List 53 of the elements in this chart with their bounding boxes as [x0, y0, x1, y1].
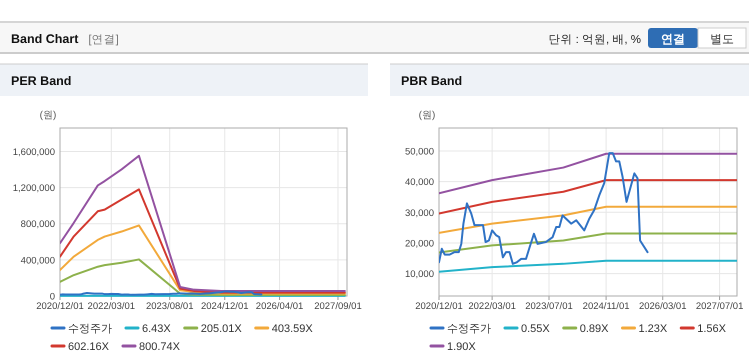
y-tick-label: 1,200,000	[12, 183, 55, 194]
line-series	[439, 152, 737, 194]
x-tick-label: 2024/12/01	[200, 301, 249, 312]
y-tick-label: 30,000	[404, 208, 434, 219]
line-series	[439, 232, 737, 254]
legend-label: 403.59X	[272, 323, 314, 335]
line-series	[439, 206, 737, 234]
y-tick-label: 1,600,000	[12, 146, 55, 158]
legend-label: 1.56X	[697, 323, 727, 335]
x-tick-label: 2027/09/01	[314, 301, 362, 312]
x-tick-label: 2026/03/01	[638, 301, 687, 312]
line-series	[60, 188, 346, 294]
y-tick-label: 40,000	[404, 177, 434, 188]
line-series	[439, 179, 737, 215]
line-series	[60, 154, 346, 292]
y-tick-label: 400,000	[20, 255, 55, 266]
y-tick-label: 20,000	[404, 238, 434, 250]
x-tick-label: 2024/11/01	[582, 301, 630, 312]
y-axis-title: (원)	[418, 110, 436, 121]
y-tick-label: 10,000	[404, 269, 434, 280]
y-tick-label: 50,000	[404, 146, 434, 158]
line-series	[439, 152, 649, 265]
line-series	[60, 224, 346, 295]
line-series	[439, 260, 737, 273]
legend-label: 800.74X	[138, 341, 181, 353]
chart-title: PER Band	[11, 74, 72, 88]
y-tick-label: 0	[50, 292, 55, 302]
legend-label: 602.16X	[68, 341, 110, 353]
legend-label: 0.89X	[580, 323, 610, 335]
legend-label: 수정주가	[447, 323, 491, 335]
text: 단위 : 억원, 배, %	[548, 34, 641, 46]
x-tick-label: 2020/12/01	[36, 301, 84, 312]
legend-label: 수정주가	[68, 323, 112, 335]
x-tick-label: 2022/03/01	[468, 301, 516, 312]
x-tick-label: 2023/07/01	[525, 301, 573, 312]
legend-label: 6.43X	[142, 323, 172, 335]
legend-label: 1.90X	[447, 341, 476, 353]
text: 별도	[710, 32, 734, 46]
text: [연결]	[88, 34, 119, 46]
y-tick-label: 800,000	[20, 219, 55, 230]
legend-label: 1.23X	[638, 323, 668, 335]
x-tick-label: 2027/07/01	[696, 301, 744, 312]
x-tick-label: 2026/04/01	[256, 301, 304, 312]
x-tick-label: 2022/03/01	[88, 301, 136, 312]
x-tick-label: 2020/12/01	[415, 301, 463, 312]
legend-label: 0.55X	[521, 323, 550, 335]
x-tick-label: 2023/08/01	[146, 301, 194, 312]
chart-title: PBR Band	[401, 74, 462, 88]
line-series	[60, 258, 346, 296]
text: Band Chart	[11, 32, 80, 46]
text: 연결	[661, 32, 685, 46]
y-axis-title: (원)	[40, 110, 56, 121]
legend-label: 205.01X	[200, 323, 242, 335]
